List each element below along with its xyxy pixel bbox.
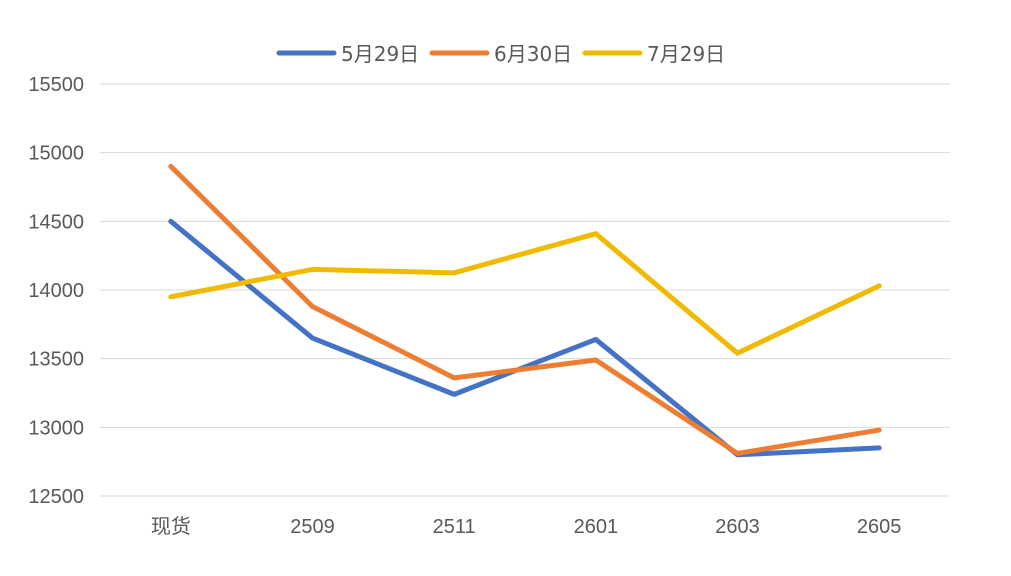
x-tick-label-0: 现货: [151, 515, 191, 538]
x-axis-tick-labels: 现货 2509 2511 2601 2603 2605: [151, 515, 902, 538]
y-tick-label-13500: 13500: [28, 349, 84, 371]
series-line-1: [168, 163, 882, 456]
y-axis-tick-labels: 12500 13000 13500 14000 14500 15000 15500: [28, 74, 84, 508]
y-tick-label-14500: 14500: [28, 211, 84, 233]
y-tick-label-12500: 12500: [28, 486, 84, 508]
series-lines: [168, 163, 882, 458]
legend-label-0: 5月29日: [341, 42, 419, 66]
x-tick-label-1: 2509: [290, 516, 335, 538]
x-tick-label-2: 2511: [433, 516, 476, 538]
series-line-2: [168, 231, 882, 356]
y-tick-label-14000: 14000: [28, 280, 84, 302]
x-tick-label-3: 2601: [574, 516, 619, 538]
y-tick-label-13000: 13000: [28, 417, 84, 439]
legend-label-2: 7月29日: [647, 42, 725, 66]
legend-label-1: 6月30日: [494, 42, 572, 66]
y-tick-label-15500: 15500: [28, 74, 84, 96]
x-tick-label-5: 2605: [857, 516, 902, 538]
chart-legend: 5月29日 6月30日 7月29日: [276, 42, 725, 66]
y-tick-label-15000: 15000: [28, 143, 84, 165]
x-tick-label-4: 2603: [715, 516, 760, 538]
grid-lines: [100, 83, 950, 497]
